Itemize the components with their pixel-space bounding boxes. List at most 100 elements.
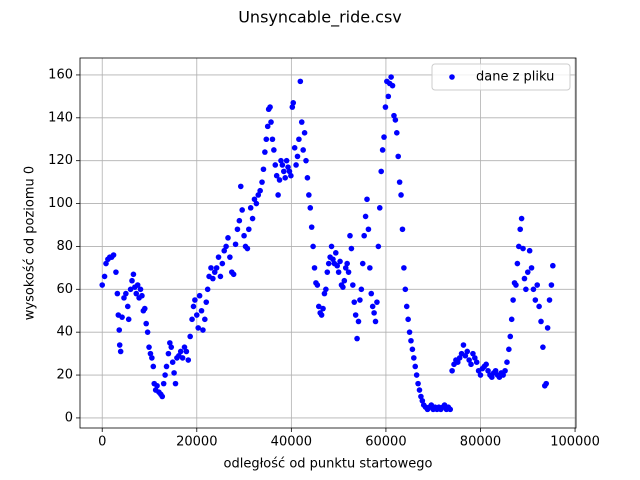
data-point xyxy=(160,380,167,387)
data-point xyxy=(374,299,380,305)
data-point xyxy=(333,250,339,256)
legend-marker xyxy=(449,74,455,80)
data-point xyxy=(273,172,280,179)
data-point xyxy=(236,217,243,224)
data-point xyxy=(278,157,284,164)
data-point xyxy=(267,104,273,110)
data-point xyxy=(401,265,407,271)
data-point xyxy=(110,252,117,258)
data-point xyxy=(524,269,531,275)
data-point xyxy=(310,243,316,250)
data-point xyxy=(315,303,322,310)
data-point xyxy=(251,196,258,203)
y-tick-label: 140 xyxy=(48,110,73,125)
x-tick-label: 100000 xyxy=(550,435,600,450)
data-point xyxy=(143,320,149,327)
data-point xyxy=(203,299,210,305)
data-point xyxy=(259,179,265,185)
data-point xyxy=(192,297,198,303)
data-point xyxy=(264,123,271,130)
data-point xyxy=(507,333,514,340)
data-point xyxy=(285,164,291,170)
data-point xyxy=(534,282,541,288)
data-point xyxy=(381,134,387,140)
data-point xyxy=(406,329,413,335)
data-point xyxy=(249,215,256,222)
y-tick-label: 20 xyxy=(56,368,73,383)
y-tick-label: 60 xyxy=(56,282,73,297)
data-point xyxy=(385,93,392,100)
data-point xyxy=(376,205,383,211)
data-point xyxy=(335,269,342,275)
data-point xyxy=(466,357,472,363)
data-point xyxy=(411,355,417,361)
data-point xyxy=(159,393,166,400)
data-point xyxy=(179,355,186,361)
data-point xyxy=(221,247,228,254)
data-point xyxy=(456,355,463,361)
x-tick-label: 0 xyxy=(98,435,106,450)
data-point xyxy=(129,277,135,284)
data-point xyxy=(415,380,421,387)
data-point xyxy=(130,271,137,278)
data-point xyxy=(544,325,551,331)
x-axis-label: odległość od punktu startowego xyxy=(224,457,433,472)
data-point xyxy=(275,192,281,198)
data-point xyxy=(117,348,124,355)
data-point xyxy=(382,104,389,110)
data-point xyxy=(344,260,350,267)
data-point xyxy=(504,359,510,365)
y-tick-label: 0 xyxy=(65,410,73,425)
data-point xyxy=(141,305,148,312)
data-point xyxy=(472,355,478,361)
data-point xyxy=(293,162,299,168)
data-point xyxy=(311,265,318,271)
data-point xyxy=(314,282,321,288)
data-point xyxy=(154,382,160,389)
data-point xyxy=(318,312,325,318)
data-point xyxy=(230,271,237,278)
data-point xyxy=(395,153,402,160)
data-point xyxy=(187,333,193,340)
data-point xyxy=(116,327,123,333)
data-point xyxy=(402,286,409,293)
data-point xyxy=(462,352,469,359)
data-point xyxy=(354,335,360,342)
data-point xyxy=(190,303,197,310)
data-point xyxy=(308,224,315,230)
data-point xyxy=(323,286,329,293)
data-point xyxy=(409,346,416,353)
data-point xyxy=(379,147,386,153)
data-point xyxy=(189,316,195,323)
data-point xyxy=(163,363,170,370)
data-point xyxy=(468,361,474,368)
data-point xyxy=(232,241,239,248)
data-point xyxy=(355,318,362,325)
data-point xyxy=(464,348,471,355)
data-point xyxy=(119,314,125,320)
data-point xyxy=(408,337,414,344)
data-point xyxy=(137,286,144,293)
data-point xyxy=(134,282,141,288)
data-point xyxy=(510,297,516,303)
data-point xyxy=(272,162,279,168)
data-point xyxy=(345,269,352,275)
data-point xyxy=(296,136,302,143)
data-point xyxy=(324,269,331,275)
data-point xyxy=(149,355,155,361)
data-point xyxy=(367,265,373,271)
data-point xyxy=(276,177,283,183)
data-point xyxy=(181,344,188,350)
data-point xyxy=(271,147,277,153)
data-point xyxy=(165,350,172,357)
data-point xyxy=(399,226,406,233)
data-point xyxy=(477,372,484,378)
data-point xyxy=(125,316,132,323)
data-point xyxy=(198,307,205,314)
data-point xyxy=(217,273,224,280)
data-point xyxy=(183,348,190,355)
chart-title: Unsyncable_ride.csv xyxy=(238,8,402,28)
data-point xyxy=(325,260,332,267)
data-point xyxy=(536,303,542,310)
data-point xyxy=(328,243,335,250)
